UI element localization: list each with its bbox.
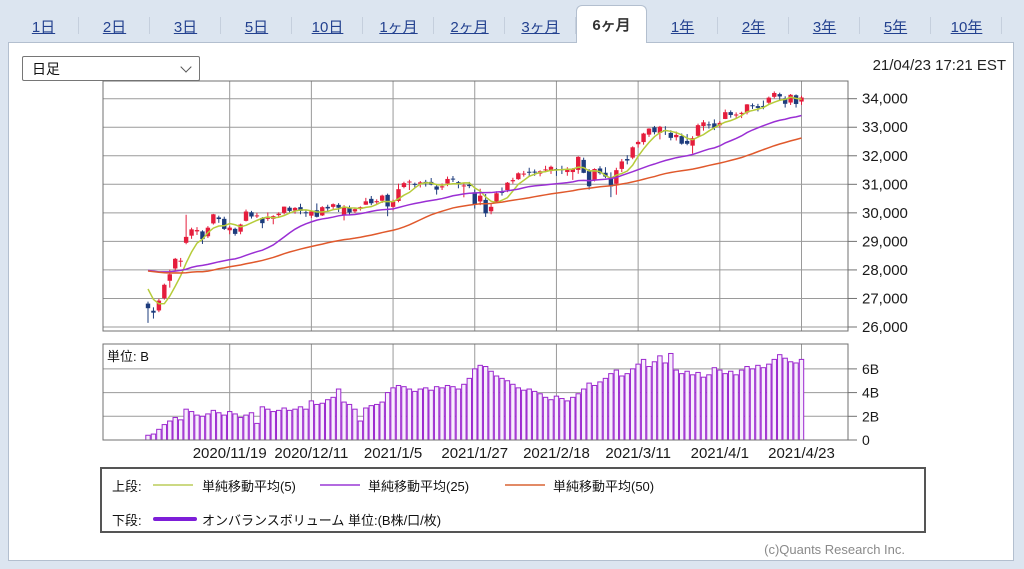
legend-ma25-label: 単純移動平均(25) (368, 479, 470, 494)
tab-10d-label[interactable]: 10日 (311, 18, 344, 36)
chevron-down-icon (180, 61, 192, 73)
legend-upper-label: 上段: (112, 479, 142, 494)
ma25-swatch (320, 484, 360, 486)
tab-5y-label[interactable]: 5年 (883, 18, 908, 36)
chart-type-select[interactable]: 日足 (22, 56, 200, 81)
ma50-swatch (505, 484, 545, 486)
tab-2y[interactable]: 2年 (718, 9, 789, 43)
tab-10y-label[interactable]: 10年 (950, 18, 983, 36)
copyright: (c)Quants Research Inc. (764, 542, 905, 557)
tab-3d-label[interactable]: 3日 (173, 18, 198, 36)
tab-3y[interactable]: 3年 (789, 9, 860, 43)
ma5-swatch (153, 484, 193, 486)
tab-1d-label[interactable]: 1日 (31, 18, 56, 36)
tab-2y-label[interactable]: 2年 (741, 18, 766, 36)
tab-10d[interactable]: 10日 (292, 9, 363, 43)
legend-lower-label: 下段: (112, 513, 142, 528)
tab-5y[interactable]: 5年 (860, 9, 931, 43)
tab-3y-label[interactable]: 3年 (812, 18, 837, 36)
obv-swatch (153, 517, 197, 521)
volume-unit-label: 単位: B (107, 349, 149, 364)
timeframe-tabs: 1日 2日 3日 5日 10日 1ヶ月 2ヶ月 3ヶ月 6ヶ月 1年 2年 3年 5年 10年 (8, 5, 1002, 43)
tab-2m-label[interactable]: 2ヶ月 (450, 18, 489, 36)
chart-type-value: 日足 (32, 60, 60, 77)
tab-1d[interactable]: 1日 (8, 9, 79, 43)
tab-2d[interactable]: 2日 (79, 9, 150, 43)
tab-2d-label[interactable]: 2日 (102, 18, 127, 36)
legend-obv-label: オンバランスボリューム 単位:(B株/口/枚) (202, 513, 442, 528)
tab-2m[interactable]: 2ヶ月 (434, 9, 505, 43)
tab-3d[interactable]: 3日 (150, 9, 221, 43)
quote-timestamp: 21/04/23 17:21 EST (872, 57, 1006, 74)
tab-6m[interactable]: 6ヶ月 (576, 5, 647, 43)
tab-1y-label[interactable]: 1年 (670, 18, 695, 36)
tab-5d-label[interactable]: 5日 (244, 18, 269, 36)
legend-ma5-label: 単純移動平均(5) (202, 479, 296, 494)
legend-ma50-label: 単純移動平均(50) (553, 479, 655, 494)
tab-1y[interactable]: 1年 (647, 9, 718, 43)
tab-3m[interactable]: 3ヶ月 (505, 9, 576, 43)
tab-3m-label[interactable]: 3ヶ月 (521, 18, 560, 36)
chart-legend: 上段: 単純移動平均(5) 単純移動平均(25) 単純移動平均(50) 下段: … (100, 467, 926, 533)
tab-1m-label[interactable]: 1ヶ月 (379, 18, 418, 36)
tab-1m[interactable]: 1ヶ月 (363, 9, 434, 43)
tab-5d[interactable]: 5日 (221, 9, 292, 43)
tab-10y[interactable]: 10年 (931, 9, 1002, 43)
